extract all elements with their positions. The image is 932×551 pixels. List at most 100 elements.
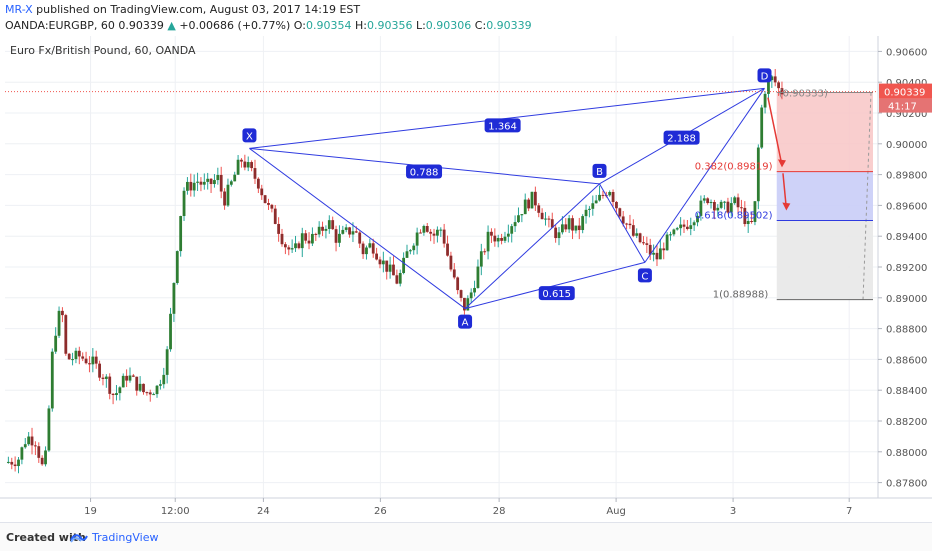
point-label-bg (637, 268, 652, 283)
candle-body (368, 243, 372, 248)
candle-body (408, 250, 412, 252)
candle-body (412, 245, 416, 251)
candle-body (537, 205, 541, 213)
candle-body (27, 436, 31, 445)
price-axis[interactable]: 0.906000.904000.902000.900000.898000.896… (877, 36, 932, 498)
candle-body (263, 195, 267, 204)
zone-diagonal (862, 92, 872, 300)
candle-body (20, 447, 24, 460)
candle-body (662, 248, 666, 251)
tradingview-link[interactable]: TradingView (92, 531, 159, 544)
candle-body (780, 88, 784, 95)
author-link[interactable]: MR-X (5, 3, 33, 16)
candle-body (422, 226, 426, 233)
candle-body (696, 215, 699, 223)
chart-background (0, 36, 932, 522)
candle-body (108, 376, 112, 394)
candle-body (327, 220, 331, 229)
candle-body (685, 226, 689, 229)
point-label: D (761, 71, 769, 82)
candle-body (500, 238, 503, 241)
candle-body (726, 201, 730, 213)
candle-body (256, 178, 260, 189)
candle-body (773, 76, 777, 83)
candle-body (307, 240, 311, 244)
candle-body (213, 180, 216, 185)
candle-body (476, 266, 480, 288)
candle-body (496, 238, 500, 242)
candle-body (175, 251, 179, 284)
candle-body (398, 272, 402, 284)
candle-body (375, 253, 378, 260)
candle-body (638, 233, 642, 243)
candle-body (709, 201, 713, 204)
candle-body (88, 363, 91, 365)
candle-body (351, 231, 355, 235)
candle-body (324, 228, 328, 231)
chart-header: MR-X published on TradingView.com, Augus… (0, 0, 932, 36)
candle-body (486, 231, 490, 252)
candle-body (723, 201, 726, 203)
candle-body (304, 233, 308, 241)
candle-body (334, 229, 338, 243)
candle-body (273, 208, 277, 224)
high-value: 0.90356 (366, 19, 413, 32)
point-label-bg (757, 68, 772, 83)
candle-body (635, 233, 639, 236)
candle-body (577, 225, 581, 231)
candle-body (287, 247, 291, 250)
candle-body (104, 376, 108, 379)
target-label: (0.90333) (779, 89, 828, 100)
candle-body (186, 181, 189, 191)
candle-body (665, 234, 669, 251)
open-value: 0.90354 (305, 19, 352, 32)
candle-body (729, 203, 733, 213)
candle-body (253, 168, 257, 179)
time-tick-label: 26 (374, 506, 387, 517)
candle-body (689, 225, 693, 229)
candle-body (101, 377, 105, 379)
point-label-bg (592, 163, 607, 178)
candle-body (571, 218, 574, 231)
candle-body (344, 227, 348, 230)
candle-body (547, 218, 551, 220)
candle-body (615, 201, 618, 209)
candle-body (733, 197, 737, 204)
candle-body (388, 264, 392, 272)
publish-line: MR-X published on TradingView.com, Augus… (5, 3, 360, 16)
candle-body (402, 257, 406, 273)
candle-body (283, 244, 287, 248)
candle-body (425, 226, 429, 232)
candle-body (155, 385, 159, 395)
point-label: X (246, 131, 253, 142)
ratio-label-bg (538, 286, 575, 301)
candle-body (628, 223, 632, 226)
price-tick-label: 0.89800 (886, 171, 927, 182)
price-tick-label: 0.88600 (886, 355, 927, 366)
candle-body (621, 216, 625, 224)
candle-body (540, 212, 544, 220)
candle-body (631, 225, 635, 236)
candle-body (557, 232, 561, 239)
candle-body (338, 233, 341, 243)
candle-body (111, 393, 115, 396)
candle-body (490, 231, 493, 236)
ratio-label: 1.364 (488, 121, 517, 132)
candle-body (564, 224, 568, 230)
candle-body (449, 255, 453, 270)
candle-body (84, 358, 88, 364)
candle-body (672, 229, 676, 235)
time-axis[interactable]: 19 12:00 24 26 28 Aug 3 7 (0, 497, 932, 517)
candle-body (767, 80, 770, 94)
zone-gray (776, 220, 873, 300)
candle-body (131, 375, 135, 377)
candle-body (30, 436, 34, 446)
candle-body (23, 444, 27, 448)
candle-body (682, 224, 686, 227)
low-label: L: (415, 19, 426, 32)
candle-body (118, 387, 122, 394)
price-tick-label: 0.89600 (886, 201, 927, 212)
candle-body (358, 232, 362, 244)
candle-body (260, 188, 264, 196)
price-chart[interactable]: X A B C D 1.364 0.788 2.188 0.615 (0.90333) 0.382… (0, 36, 932, 522)
